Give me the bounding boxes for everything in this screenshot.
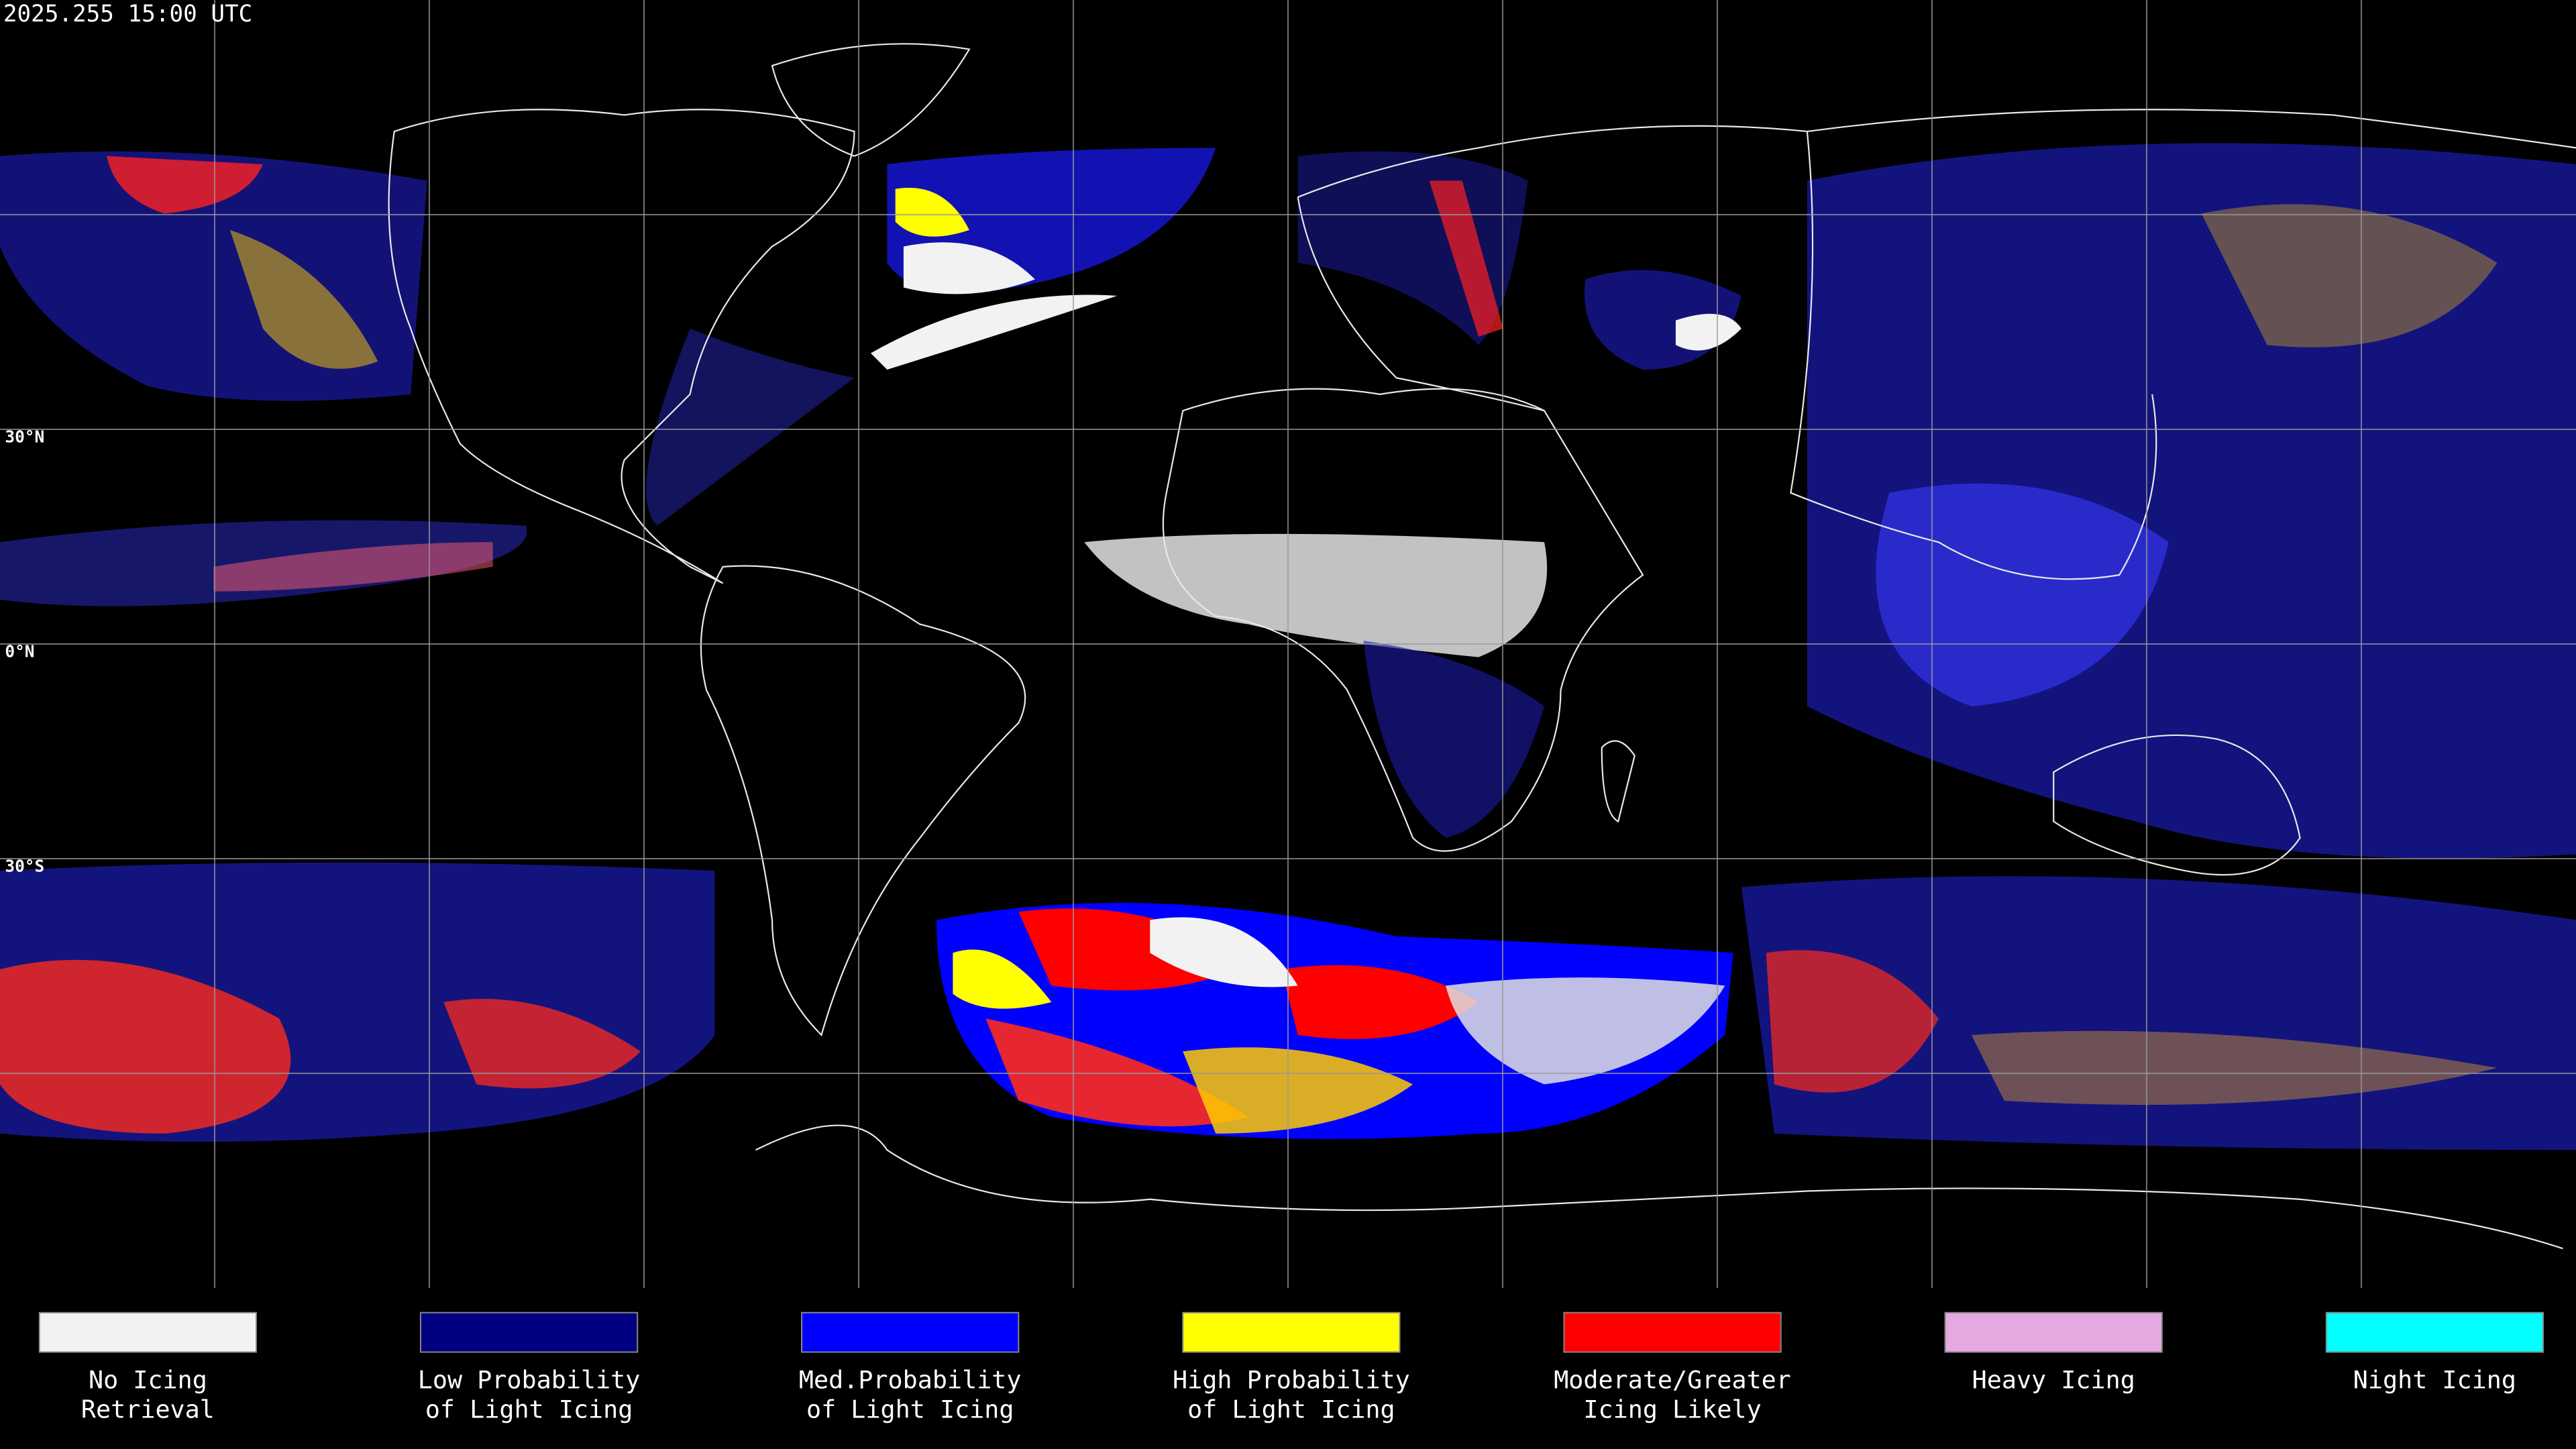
legend-label: Night Icing [2353,1365,2516,1394]
legend-label: Icing Likely [1583,1395,1761,1424]
eurasia [1297,109,2576,580]
no-retrieval-region [1150,917,1298,987]
mod-region [107,156,263,214]
legend-label: No Icing [89,1365,207,1394]
coastlines [388,43,2576,1250]
no-retrieval-region [1446,977,1725,1085]
legend-label: Med.Probability [799,1365,1022,1394]
high-prob-region [953,949,1052,1009]
icing-field [0,143,2576,1150]
legend-label: Retrieval [81,1395,215,1424]
mod-region [1429,180,1503,337]
latitude-label: 0°N [5,642,34,661]
australia [2053,734,2301,876]
legend-label: Low Probability [418,1365,641,1394]
mod-region [443,998,641,1089]
latitude-label: 30°N [5,427,44,447]
legend-swatch [801,1311,1020,1353]
mod-region [213,542,493,592]
timestamp: 2025.255 15:00 UTC [3,1,252,28]
graticule [0,0,2576,1288]
mod-region [1281,965,1479,1039]
greenland [771,43,971,157]
high-prob-region [2201,204,2498,347]
high-prob-region [229,229,378,369]
mod-region [1766,950,1939,1093]
legend-label: of Light Icing [1187,1395,1395,1424]
south-america [700,565,1026,1036]
legend-swatch [38,1311,258,1353]
legend-swatch [419,1311,639,1353]
med-prob-region [646,328,855,526]
legend-label: of Light Icing [806,1395,1014,1424]
high-prob-region [1183,1047,1413,1134]
low-prob-region [1363,641,1545,838]
no-retrieval-region [870,294,1118,370]
mod-region [985,1018,1249,1127]
legend-swatch [1182,1311,1401,1353]
legend-swatch [1944,1311,2163,1353]
madagascar [1601,740,1635,823]
high-prob-region [895,187,969,237]
latitude-labels: 30°N 0°N 30°S [5,427,44,876]
no-retrieval-region [1675,313,1741,351]
high-prob-region [1971,1030,2498,1105]
legend-label: Moderate/Greater [1554,1365,1791,1394]
legend-label: of Light Icing [425,1395,633,1424]
latitude-label: 30°S [5,857,44,876]
no-retrieval-region [1084,533,1548,657]
no-retrieval-region [903,242,1035,294]
north-america [388,109,855,584]
med-prob-region [1876,483,2169,707]
legend-label: High Probability [1173,1365,1410,1394]
legend-swatch [2325,1311,2544,1353]
legend-swatch [1563,1311,1782,1353]
mod-region [0,959,291,1134]
antarctica [755,1124,2563,1250]
legend-label: Heavy Icing [1972,1365,2135,1394]
